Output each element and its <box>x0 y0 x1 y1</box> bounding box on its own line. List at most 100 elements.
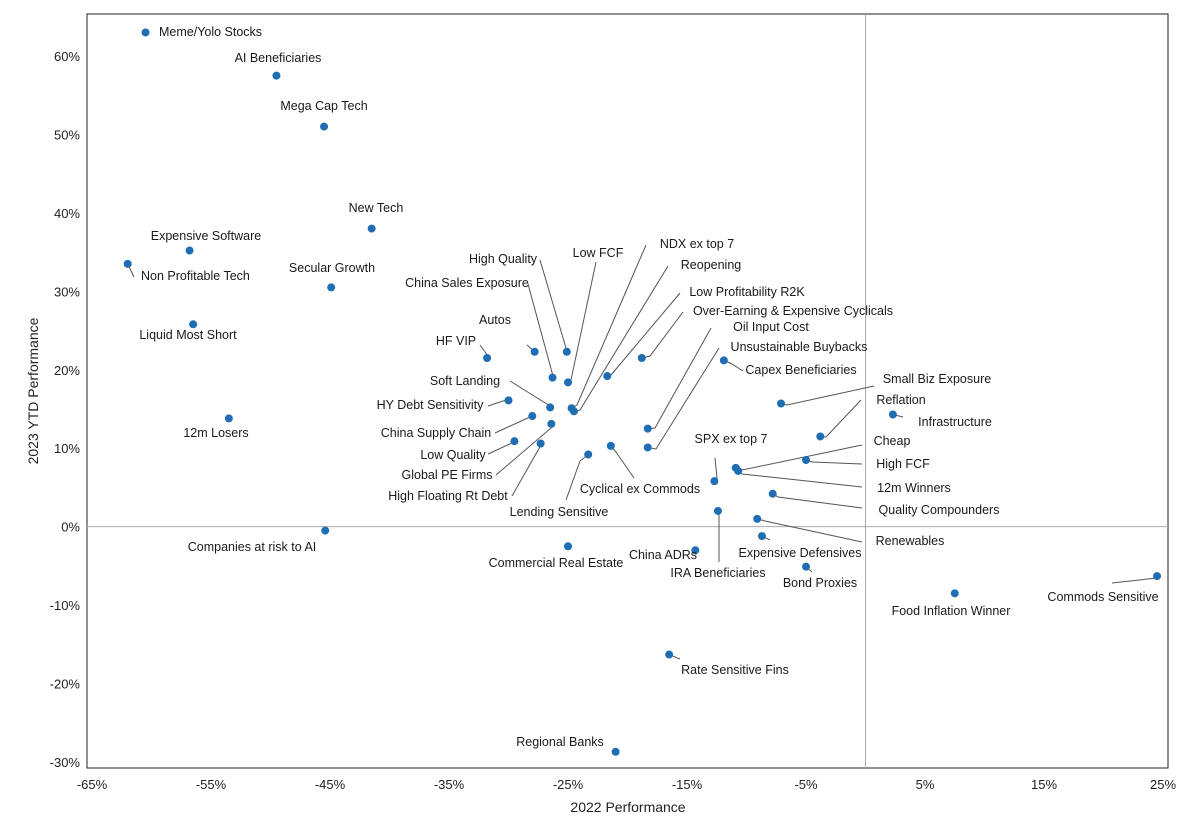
point-label: Expensive Defensives <box>739 546 862 560</box>
data-point <box>272 71 281 80</box>
leader-line <box>805 459 863 465</box>
leader-line <box>494 415 533 434</box>
point-label: Soft Landing <box>430 374 500 388</box>
point-label: Cheap <box>874 434 911 448</box>
leader-line <box>717 510 720 562</box>
y-tick-label: -10% <box>50 598 81 613</box>
data-point <box>123 259 132 268</box>
data-point <box>185 246 194 255</box>
leader-line <box>735 444 863 471</box>
data-point <box>530 347 539 356</box>
leader-line <box>527 283 554 378</box>
point-label: SPX ex top 7 <box>695 432 768 446</box>
data-point <box>1153 572 1162 581</box>
point-label: HY Debt Sensitivity <box>377 398 485 412</box>
data-point <box>548 373 557 382</box>
y-tick-label: 20% <box>54 363 80 378</box>
data-point <box>564 378 572 387</box>
x-tick-label: 15% <box>1031 777 1057 792</box>
data-point <box>584 450 593 459</box>
point-label: New Tech <box>349 201 404 215</box>
data-point <box>528 412 537 421</box>
data-point <box>606 441 615 450</box>
point-label: IRA Beneficiaries <box>670 566 765 580</box>
plot-area <box>86 13 1169 769</box>
data-point <box>637 354 646 363</box>
data-point <box>816 432 825 441</box>
leader-line <box>567 261 597 383</box>
point-label: China Supply Chain <box>381 426 492 440</box>
y-tick-label: 60% <box>54 49 80 64</box>
x-tick-label: -65% <box>77 777 108 792</box>
data-point <box>504 396 513 405</box>
data-point <box>603 372 612 381</box>
data-point <box>691 546 700 555</box>
y-tick-label: 0% <box>61 520 80 535</box>
leader-line <box>757 518 863 543</box>
data-point <box>643 424 652 433</box>
point-label: China ADRs <box>629 548 697 562</box>
point-label: China Sales Exposure <box>405 276 529 290</box>
y-tick-label: 40% <box>54 206 80 221</box>
data-point <box>888 410 897 419</box>
data-point <box>141 28 150 37</box>
point-label: Low FCF <box>573 246 624 260</box>
y-tick-label: 50% <box>54 127 80 142</box>
point-label: Oil Input Cost <box>733 320 809 334</box>
point-label: Commercial Real Estate <box>489 556 624 570</box>
data-point <box>320 122 329 131</box>
data-point <box>189 320 198 329</box>
x-tick-label: -5% <box>794 777 818 792</box>
data-point <box>950 589 959 598</box>
point-labels: Meme/Yolo Stocks AI Beneficiaries Mega Cap… <box>139 25 1158 749</box>
leader-line <box>509 380 551 408</box>
point-label: Secular Growth <box>289 261 375 275</box>
leader-lines <box>127 244 1158 660</box>
point-label: Over-Earning & Expensive Cyclicals <box>693 304 893 318</box>
point-label: Expensive Software <box>151 229 262 243</box>
data-point <box>367 224 376 233</box>
x-tick-label: 25% <box>1150 777 1176 792</box>
leader-line <box>641 311 684 359</box>
x-tick-label: -15% <box>672 777 703 792</box>
data-point <box>757 532 766 541</box>
point-label: HF VIP <box>436 334 476 348</box>
point-label: Food Inflation Winner <box>892 604 1011 618</box>
point-label: NDX ex top 7 <box>660 237 734 251</box>
y-tick-label: 30% <box>54 284 80 299</box>
point-label: 12m Losers <box>183 426 248 440</box>
point-label: Low Profitability R2K <box>689 285 805 299</box>
point-label: Low Quality <box>420 448 486 462</box>
point-label: Reflation <box>876 393 925 407</box>
leader-line <box>487 440 515 455</box>
data-point <box>777 399 786 408</box>
leader-line <box>772 493 863 509</box>
leader-line <box>573 265 669 412</box>
x-tick-label: 5% <box>916 777 935 792</box>
point-label: Meme/Yolo Stocks <box>159 25 262 39</box>
data-point <box>546 403 555 412</box>
leader-line <box>539 259 568 352</box>
x-tick-label: -25% <box>553 777 584 792</box>
point-label: High FCF <box>876 457 930 471</box>
data-point <box>562 347 571 356</box>
point-label: Infrastructure <box>918 415 992 429</box>
point-label: Small Biz Exposure <box>883 372 991 386</box>
point-label: Capex Beneficiaries <box>745 363 856 377</box>
leader-line <box>511 443 542 497</box>
x-tick-label: -35% <box>434 777 465 792</box>
data-point <box>753 514 762 523</box>
data-point <box>768 489 777 498</box>
point-label: Quality Compounders <box>879 503 1000 517</box>
point-label: Commods Sensitive <box>1047 590 1158 604</box>
point-label: High Quality <box>469 252 538 266</box>
point-label: Autos <box>479 313 511 327</box>
data-point <box>510 437 519 446</box>
point-label: AI Beneficiaries <box>235 51 322 65</box>
point-label: Regional Banks <box>516 735 604 749</box>
point-label: Non Profitable Tech <box>141 269 250 283</box>
x-axis-ticks: -65% -55% -45% -35% -25% -15% -5% 5% 15% 25% <box>77 777 1177 792</box>
data-point <box>710 477 719 486</box>
y-tick-label: -30% <box>50 755 81 770</box>
